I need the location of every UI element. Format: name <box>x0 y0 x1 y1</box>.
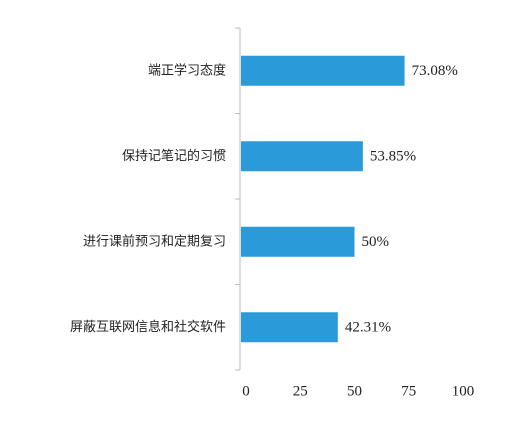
x-tick-label: 75 <box>401 383 416 399</box>
value-label: 53.85% <box>370 149 416 165</box>
value-label: 42.31% <box>345 320 391 336</box>
x-tick-label: 50 <box>347 383 362 399</box>
y-tick-label: 端正学习态度 <box>148 62 226 78</box>
y-tick-label: 进行课前预习和定期复习 <box>83 233 226 249</box>
x-tick-label: 25 <box>293 383 308 399</box>
value-label: 73.08% <box>412 63 458 79</box>
bar <box>241 312 338 343</box>
y-tick-label: 保持记笔记的习惯 <box>122 148 226 164</box>
value-label: 50% <box>362 234 390 250</box>
bar <box>241 55 405 86</box>
y-tick-label: 屏蔽互联网信息和社交软件 <box>70 319 226 335</box>
x-tick-label: 100 <box>452 383 475 399</box>
bar <box>241 141 363 172</box>
bar <box>241 226 355 257</box>
x-tick-label: 0 <box>242 383 250 399</box>
